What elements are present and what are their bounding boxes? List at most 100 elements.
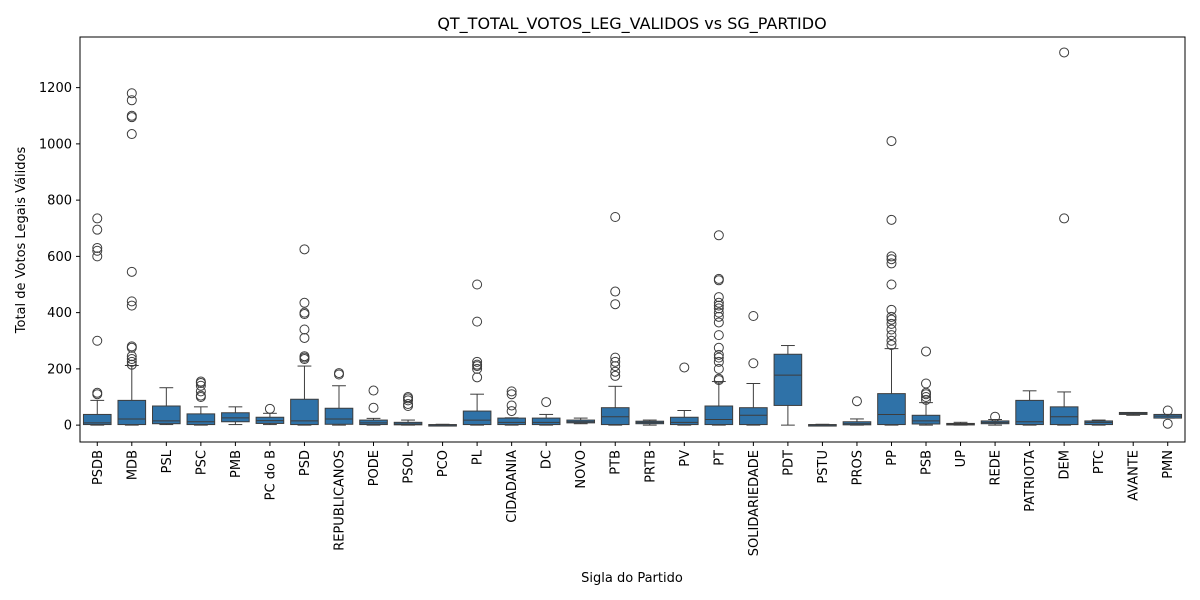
outlier-point	[610, 366, 621, 377]
outlier-point	[126, 110, 137, 121]
x-tick-label: NOVO	[574, 450, 589, 489]
outlier-point	[886, 314, 897, 325]
outlier-point	[126, 266, 137, 277]
outlier-point	[506, 389, 517, 400]
outlier-point	[195, 390, 206, 401]
box-iqr	[773, 353, 803, 406]
box-iqr	[877, 393, 906, 426]
outlier-point	[713, 307, 724, 318]
box-group	[980, 411, 1010, 426]
y-tick-label: 600	[47, 250, 72, 265]
x-tick-label: PSTU	[816, 450, 831, 484]
box-group	[117, 88, 147, 426]
outlier-point	[713, 330, 724, 341]
outlier-point	[1162, 405, 1173, 416]
outlier-point	[610, 352, 621, 363]
box-group	[497, 386, 526, 426]
outlier-point	[1162, 418, 1173, 429]
box-iqr	[290, 398, 319, 426]
x-tick-label: PSD	[298, 450, 313, 476]
box-iqr	[117, 399, 147, 426]
outlier-point	[610, 361, 621, 372]
outlier-point	[1059, 47, 1070, 58]
outlier-point	[403, 399, 414, 410]
outlier-point	[713, 317, 724, 328]
outlier-point	[472, 316, 483, 327]
outlier-point	[299, 332, 310, 343]
x-tick-label: UP	[954, 450, 969, 468]
outlier-point	[713, 363, 724, 374]
x-tick-label: PMN	[1161, 450, 1176, 479]
outlier-point	[713, 311, 724, 322]
box-iqr	[669, 416, 699, 426]
box-group	[1153, 405, 1183, 429]
box-group	[808, 423, 837, 427]
outlier-point	[333, 368, 344, 379]
outlier-point	[610, 356, 621, 367]
box-iqr	[1049, 406, 1079, 426]
outlier-point	[195, 386, 206, 397]
x-tick-label: PSL	[160, 449, 175, 473]
outlier-point	[713, 349, 724, 360]
box-group	[911, 346, 941, 426]
outlier-point	[472, 356, 483, 367]
outlier-point	[886, 330, 897, 341]
outlier-point	[92, 251, 103, 262]
outlier-point	[886, 279, 897, 290]
box-group	[877, 136, 906, 426]
outlier-point	[610, 212, 621, 222]
y-tick-label: 200	[47, 362, 72, 377]
x-tick-label: PATRIOTA	[1023, 450, 1038, 512]
outlier-point	[92, 242, 103, 253]
outlier-point	[713, 297, 724, 308]
box-group	[393, 392, 423, 426]
y-tick-label: 400	[47, 306, 72, 321]
outlier-point	[299, 351, 310, 362]
box-group	[255, 403, 285, 426]
outlier-point	[713, 356, 724, 367]
y-axis-title: Total de Votos Legais Válidos	[14, 147, 29, 335]
outlier-point	[886, 251, 897, 262]
outlier-point	[541, 397, 552, 408]
outlier-point	[368, 402, 379, 413]
box-iqr	[497, 417, 526, 426]
box-iqr	[531, 417, 561, 426]
x-tick-label: PTC	[1092, 450, 1107, 474]
box-iqr	[221, 412, 250, 423]
outlier-point	[472, 359, 483, 370]
box-iqr	[704, 405, 734, 426]
box-group	[1084, 419, 1113, 426]
y-tick-label: 800	[47, 194, 72, 209]
box-group	[290, 244, 319, 426]
outlier-point	[1059, 213, 1070, 224]
x-tick-label: REPUBLICANOS	[332, 450, 347, 551]
outlier-point	[126, 95, 137, 106]
outlier-point	[506, 406, 517, 417]
outlier-point	[886, 214, 897, 225]
outlier-point	[299, 297, 310, 308]
outlier-point	[886, 254, 897, 265]
outlier-point	[610, 286, 621, 297]
outlier-point	[126, 296, 137, 307]
box-group	[635, 419, 665, 426]
outlier-point	[886, 258, 897, 269]
outlier-point	[610, 370, 621, 381]
outlier-point	[299, 324, 310, 335]
outlier-point	[713, 352, 724, 363]
box-group	[1015, 390, 1044, 426]
outlier-point	[472, 363, 483, 374]
outlier-point	[264, 403, 275, 414]
box-iqr	[82, 413, 112, 426]
outlier-point	[126, 88, 137, 99]
outlier-point	[126, 341, 137, 352]
box-group	[566, 417, 596, 425]
outlier-point	[299, 244, 310, 255]
outlier-point	[126, 356, 137, 367]
box-iqr	[359, 419, 388, 426]
outlier-point	[713, 342, 724, 353]
x-tick-label: DEM	[1058, 450, 1073, 479]
outlier-point	[126, 359, 137, 370]
outlier-point	[126, 129, 137, 140]
outlier-point	[92, 335, 103, 346]
outlier-point	[748, 311, 759, 321]
